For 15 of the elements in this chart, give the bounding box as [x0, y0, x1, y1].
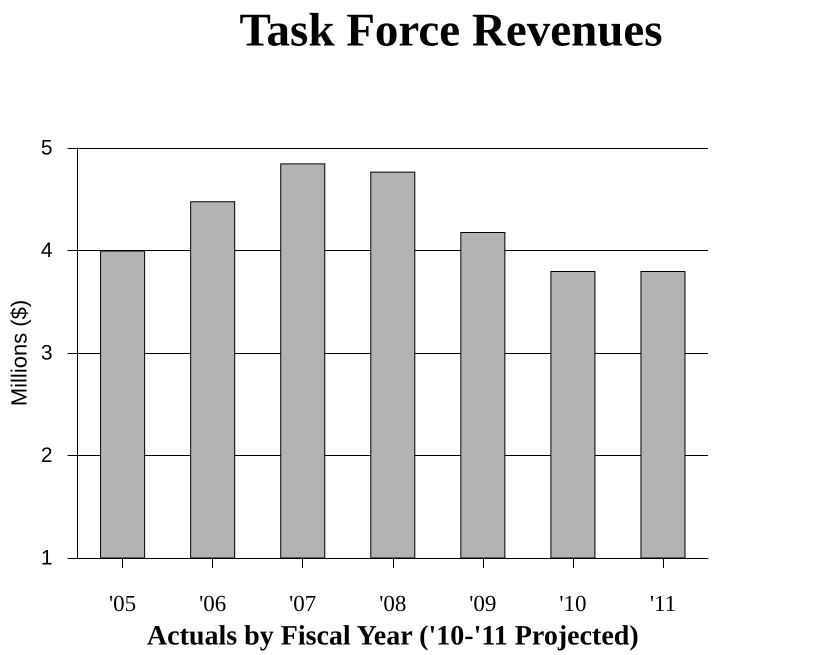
x-tick-label: '10 — [559, 591, 586, 616]
y-tick-label: 4 — [40, 239, 53, 262]
x-tick-label: '08 — [379, 591, 406, 616]
y-tick-label: 5 — [40, 136, 53, 160]
x-tick-label: '06 — [199, 591, 226, 616]
y-tick-label: 1 — [40, 546, 53, 570]
y-tick-label: 3 — [40, 342, 53, 364]
y-axis-title: Millions ($) — [6, 300, 32, 406]
x-axis-title: Actuals by Fiscal Year ('10-'11 Projected) — [146, 620, 639, 652]
x-tick-label: '11 — [650, 591, 676, 616]
x-tick-label: '09 — [469, 591, 496, 616]
x-tick-label: '07 — [289, 591, 316, 616]
chart-title: Task Force Revenues — [240, 4, 662, 56]
x-tick-label: '05 — [109, 591, 136, 616]
y-tick-label: 2 — [40, 444, 53, 467]
